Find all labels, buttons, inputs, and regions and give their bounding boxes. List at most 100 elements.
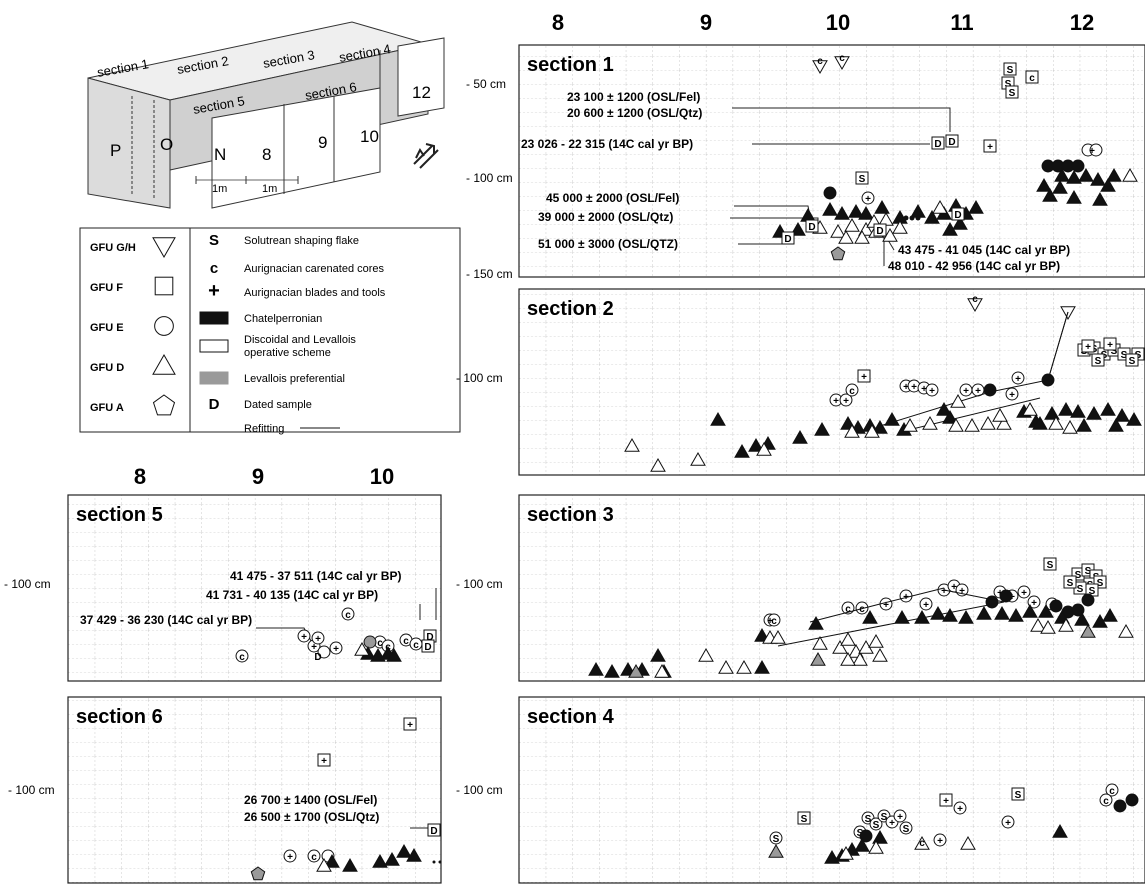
triangle-icon — [1062, 419, 1078, 434]
legend-symbol: c — [210, 260, 218, 277]
circle-icon — [409, 637, 423, 651]
triangle-icon — [624, 437, 640, 452]
symbol-letter: + — [959, 586, 965, 597]
square-icon — [1043, 557, 1057, 571]
symbol-letter: + — [889, 818, 895, 829]
block-col-label: 9 — [318, 133, 327, 152]
circle-icon — [1071, 159, 1085, 173]
date-label: 48 010 - 42 956 (14C cal yr BP) — [888, 259, 1060, 273]
symbol-letter: c — [859, 604, 865, 615]
circle-icon — [1125, 793, 1139, 807]
triangle-icon — [832, 639, 848, 654]
circle-icon — [767, 613, 781, 627]
panel-frame — [518, 288, 1145, 476]
circle-icon — [1113, 799, 1127, 813]
triangle-icon — [1080, 623, 1096, 638]
symbol-letter: + — [407, 720, 413, 731]
circle-icon — [1089, 143, 1103, 157]
dot-mark — [897, 215, 903, 221]
triangle-icon — [1066, 169, 1082, 184]
dot-mark — [432, 860, 436, 864]
circle-icon — [363, 635, 377, 649]
panel-title: section 2 — [527, 298, 614, 320]
legend-type-label: Aurignacian carenated cores — [244, 263, 385, 275]
symbol-letter: c — [377, 638, 383, 649]
symbol-letter: + — [833, 396, 839, 407]
section-1-dates: 23 100 ± 1200 (OSL/Fel) 20 600 ± 1200 (O… — [521, 90, 1070, 273]
symbol-letter: S — [1129, 356, 1136, 367]
square-icon — [939, 793, 953, 807]
triangle-icon — [736, 659, 752, 674]
triangle-icon — [754, 659, 770, 674]
triangle-icon — [1032, 415, 1048, 430]
square-icon — [1005, 85, 1019, 99]
square-icon — [1025, 70, 1039, 84]
square-icon — [797, 811, 811, 825]
triangle-icon — [1108, 417, 1124, 432]
symbol-letter: + — [1021, 588, 1027, 599]
triangle-icon — [930, 605, 946, 620]
circle-icon — [953, 801, 967, 815]
grid-col-label: 10 — [370, 464, 394, 489]
circle-icon — [869, 817, 883, 831]
triangle-icon — [372, 853, 388, 868]
triangle-icon — [892, 219, 908, 234]
symbol-letter: S — [903, 824, 910, 835]
square-icon — [1011, 787, 1025, 801]
legend-type-label: Chatelperronian — [244, 313, 322, 325]
triangle-icon — [718, 659, 734, 674]
panel-title: section 6 — [76, 706, 163, 728]
square-icon — [983, 139, 997, 153]
triangle-icon — [872, 647, 888, 662]
panel-frame — [67, 494, 442, 682]
panel-s1: section 1 - 50 cm - 100 cm - 150 cm — [466, 44, 1145, 281]
triangle-icon — [342, 857, 358, 872]
panel-s6: section 6 - 100 cm — [8, 696, 442, 884]
grid-col-label: 11 — [950, 10, 973, 35]
triangle-icon — [756, 441, 772, 456]
symbol-letter: S — [801, 814, 808, 825]
triangle-icon — [874, 199, 890, 214]
symbol-letter: c — [239, 652, 245, 663]
triangle-icon — [1042, 187, 1058, 202]
date-label: 23 026 - 22 315 (14C cal yr BP) — [521, 137, 693, 151]
triangle-icon — [838, 229, 854, 244]
triangle-icon — [628, 663, 644, 678]
panel-frame — [518, 696, 1145, 884]
triangle-icon — [1100, 401, 1116, 416]
symbol-letter: + — [861, 372, 867, 383]
grid-col-label: 8 — [552, 10, 564, 35]
dot-mark — [909, 215, 915, 221]
symbol-letter: S — [773, 834, 780, 845]
triangle-icon — [914, 609, 930, 624]
triangle-icon — [1058, 617, 1074, 632]
symbol-letter: c — [403, 636, 409, 647]
circle-icon — [985, 595, 999, 609]
block-row-label: P — [110, 141, 121, 160]
symbol-letter: S — [1067, 578, 1074, 589]
triangle-icon — [698, 647, 714, 662]
triangle-icon — [654, 663, 670, 678]
triangle-icon — [868, 633, 884, 648]
symbol-letter: + — [1009, 390, 1015, 401]
square-icon — [781, 231, 795, 245]
triangle-icon — [1048, 415, 1064, 430]
legend-gfu-label: GFU D — [90, 362, 124, 374]
legend-symbol: D — [209, 396, 220, 413]
triangle-icon — [1038, 603, 1054, 618]
symbol-letter: + — [921, 384, 927, 395]
date-label: 45 000 ± 2000 (OSL/Fel) — [546, 191, 679, 205]
dot-mark — [915, 215, 921, 221]
left-grid-labels: 8 9 10 — [134, 464, 394, 489]
section-6-dates: 26 700 ± 1400 (OSL/Fel) 26 500 ± 1700 (O… — [244, 793, 379, 824]
triangle-icon — [952, 215, 968, 230]
symbol-letter: D — [948, 137, 955, 148]
symbol-letter: + — [1089, 146, 1095, 157]
symbol-letter: c — [771, 616, 777, 627]
triangle-icon — [1008, 607, 1024, 622]
legend-gfu-label: GFU E — [90, 322, 124, 334]
triangle-icon — [914, 835, 930, 850]
legend-type-label: Aurignacian blades and tools — [244, 287, 386, 299]
triangle-icon — [922, 415, 938, 430]
